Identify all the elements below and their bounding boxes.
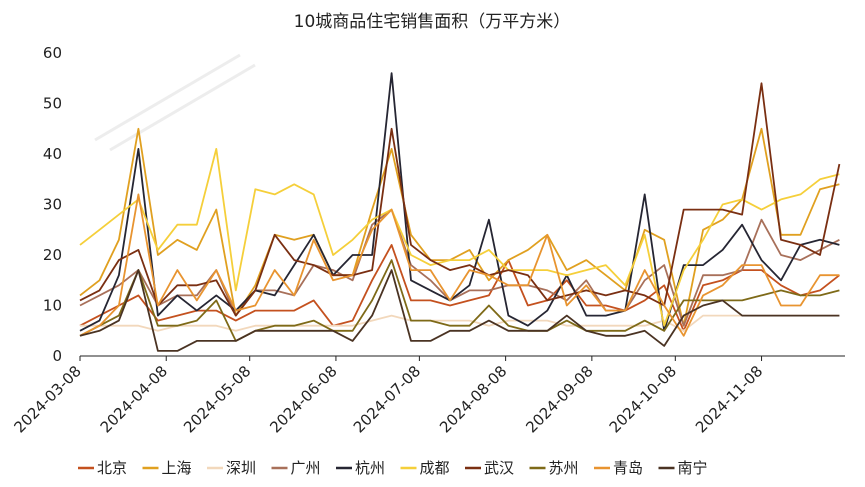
watermark xyxy=(94,53,256,152)
series-line-9 xyxy=(79,269,840,352)
x-tick-label: 2024-05-08 xyxy=(180,362,254,436)
series-line-0 xyxy=(79,243,840,332)
series-line-4 xyxy=(79,72,840,332)
y-tick-label: 50 xyxy=(43,95,62,113)
legend-label: 成都 xyxy=(420,459,450,477)
chart-title: 10城商品住宅销售面积（万平方米） xyxy=(294,12,571,32)
legend-item: 杭州 xyxy=(336,459,385,477)
plot-area xyxy=(79,72,841,352)
y-tick-label: 20 xyxy=(43,246,62,264)
legend-label: 武汉 xyxy=(484,459,514,477)
y-tick-label: 0 xyxy=(52,347,62,365)
legend-item: 苏州 xyxy=(529,459,579,477)
legend-item: 北京 xyxy=(78,459,127,477)
x-tick-label: 2024-06-08 xyxy=(266,362,340,436)
legend-item: 成都 xyxy=(400,459,450,477)
legend-item: 上海 xyxy=(142,459,192,477)
legend-label: 深圳 xyxy=(226,459,256,477)
x-tick-label: 2024-04-08 xyxy=(97,362,171,436)
x-axis: 2024-03-08 2024-04-08 2024-05-08 2024-06-08… xyxy=(10,356,766,436)
legend-label: 苏州 xyxy=(549,459,579,477)
x-tick-label: 2024-09-08 xyxy=(522,362,596,436)
y-tick-label: 10 xyxy=(43,297,62,315)
x-tick-label: 2024-10-08 xyxy=(606,362,680,436)
series-line-7 xyxy=(79,259,840,342)
series-line-1 xyxy=(79,127,840,327)
legend-label: 杭州 xyxy=(355,459,385,477)
series-line-2 xyxy=(80,314,840,332)
x-tick-label: 2024-11-08 xyxy=(692,362,766,436)
legend-item: 武汉 xyxy=(465,459,514,477)
legend-item: 南宁 xyxy=(658,459,708,477)
x-tick-label: 2024-08-08 xyxy=(436,362,510,436)
series-line-5 xyxy=(79,147,840,327)
legend-label: 青岛 xyxy=(613,459,643,477)
legend-label: 南宁 xyxy=(678,459,708,477)
y-tick-label: 40 xyxy=(43,145,62,163)
legend-item: 深圳 xyxy=(207,459,256,477)
y-axis: 0 10 20 30 40 50 60 xyxy=(43,44,62,365)
x-tick-label: 2024-03-08 xyxy=(10,362,84,436)
series-line-8 xyxy=(79,193,840,337)
legend-item: 青岛 xyxy=(594,459,643,477)
x-tick-label: 2024-07-08 xyxy=(350,362,424,436)
legend-label: 上海 xyxy=(162,459,192,477)
y-tick-label: 60 xyxy=(43,44,62,62)
series-line-6 xyxy=(79,82,841,317)
legend-label: 北京 xyxy=(97,459,127,477)
legend-label: 广州 xyxy=(291,459,321,477)
legend-item: 广州 xyxy=(271,459,321,477)
legend: 北京 上海 深圳 广州 杭州 成都 武汉 苏州 青岛 南宁 xyxy=(78,459,708,477)
y-tick-label: 30 xyxy=(43,196,62,214)
